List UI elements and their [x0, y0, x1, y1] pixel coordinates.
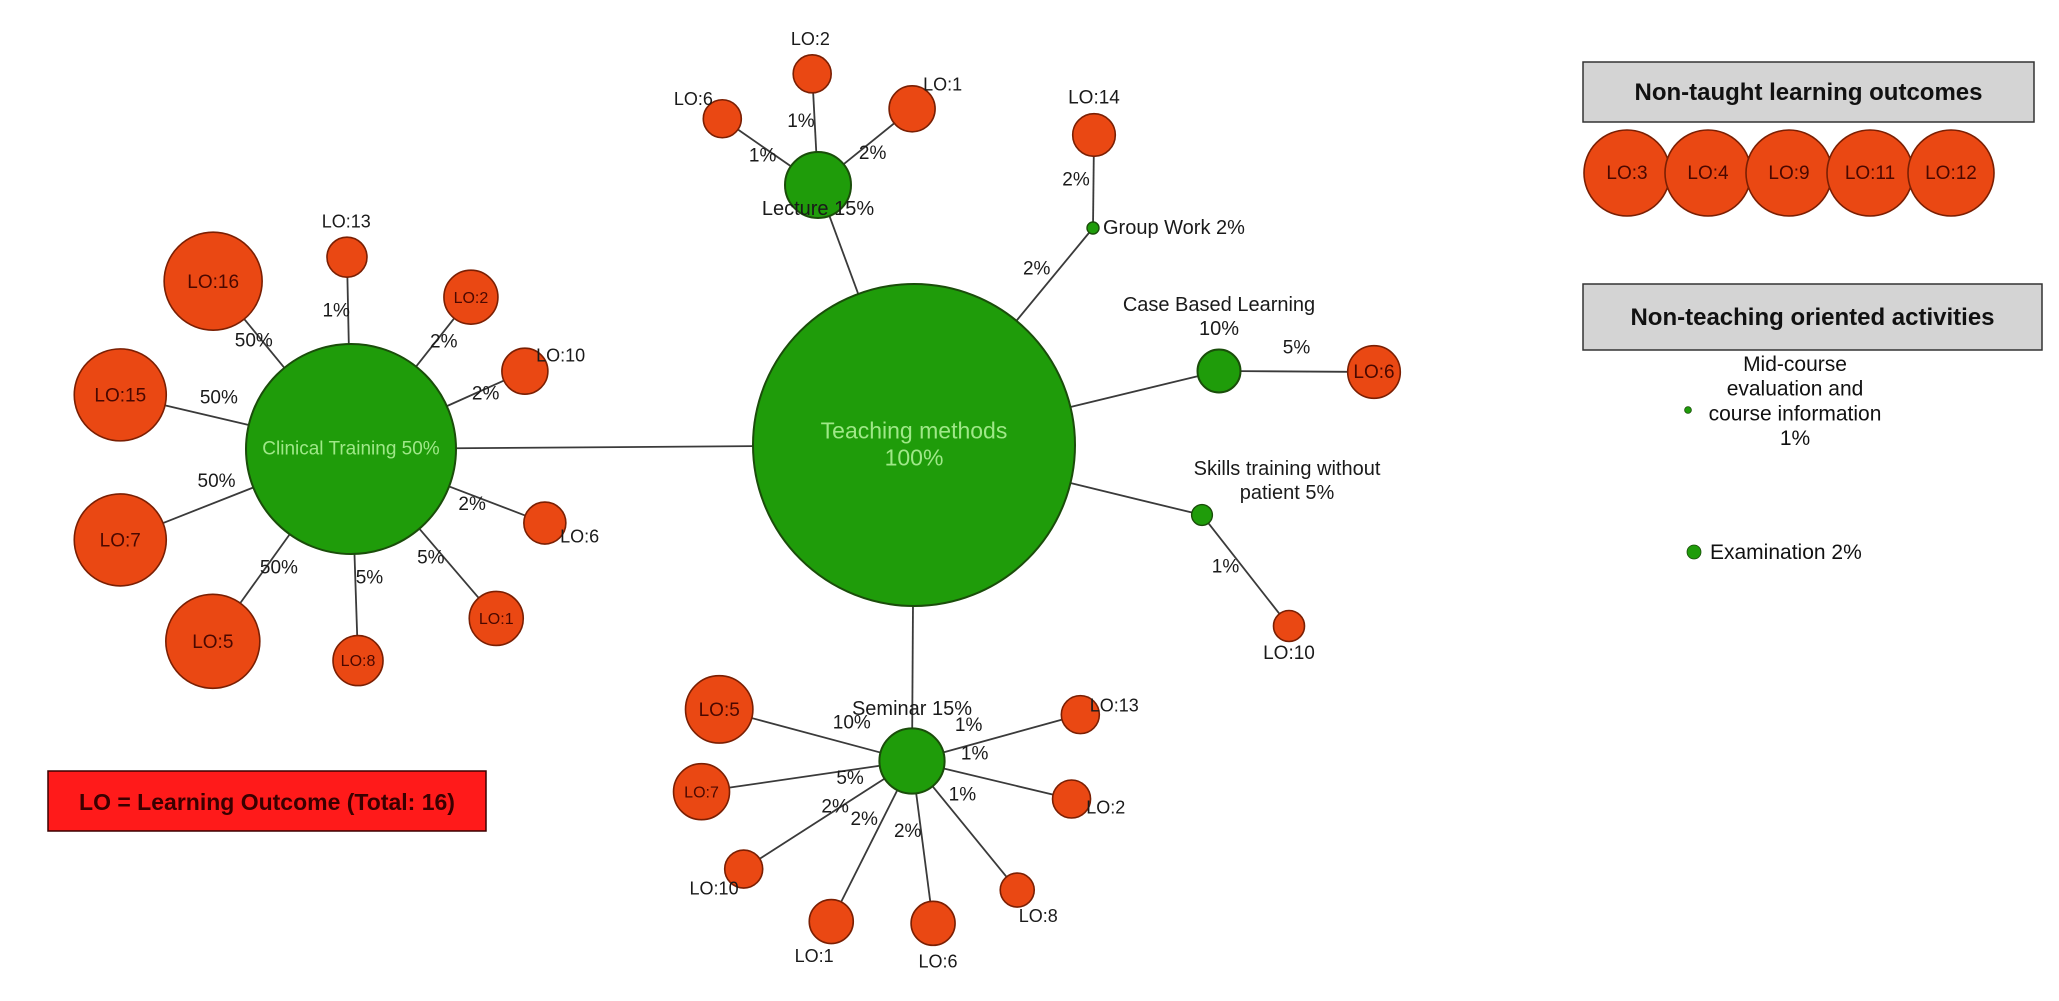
svg-text:1%: 1%	[949, 785, 977, 806]
svg-text:Non-taught learning outcomes: Non-taught learning outcomes	[1635, 79, 1983, 106]
svg-text:LO:7: LO:7	[100, 531, 141, 552]
svg-text:LO:6: LO:6	[1353, 362, 1394, 383]
svg-text:2%: 2%	[458, 494, 486, 515]
svg-text:LO:10: LO:10	[690, 878, 739, 898]
svg-text:LO:7: LO:7	[684, 784, 719, 801]
svg-text:LO:2: LO:2	[791, 29, 830, 49]
svg-text:LO:1: LO:1	[479, 611, 514, 628]
svg-text:LO:10: LO:10	[536, 346, 585, 366]
svg-text:LO:2: LO:2	[454, 290, 489, 307]
svg-text:2%: 2%	[859, 143, 887, 164]
svg-text:LO:10: LO:10	[1263, 643, 1315, 664]
svg-text:2%: 2%	[1062, 170, 1090, 191]
svg-text:LO:14: LO:14	[1068, 88, 1120, 109]
svg-text:50%: 50%	[260, 557, 298, 578]
svg-text:LO:5: LO:5	[699, 700, 740, 721]
svg-text:1%: 1%	[322, 300, 350, 321]
svg-text:LO:13: LO:13	[1090, 696, 1139, 716]
svg-text:LO:12: LO:12	[1925, 163, 1977, 184]
svg-text:5%: 5%	[417, 548, 445, 569]
svg-text:LO:1: LO:1	[923, 74, 962, 94]
svg-text:LO:5: LO:5	[192, 632, 233, 653]
svg-text:Group Work 2%: Group Work 2%	[1103, 217, 1245, 239]
svg-text:2%: 2%	[472, 384, 500, 405]
svg-text:50%: 50%	[200, 388, 238, 409]
svg-text:LO = Learning Outcome (Total:: LO = Learning Outcome (Total: 16)	[79, 789, 455, 815]
svg-text:LO:15: LO:15	[94, 386, 146, 407]
svg-text:1%: 1%	[749, 145, 777, 166]
svg-text:1%: 1%	[787, 111, 815, 132]
svg-text:Examination 2%: Examination 2%	[1710, 541, 1862, 564]
svg-text:Seminar 15%: Seminar 15%	[852, 698, 972, 720]
svg-text:LO:4: LO:4	[1687, 163, 1729, 184]
svg-text:1%: 1%	[961, 743, 989, 764]
svg-text:LO:2: LO:2	[1086, 797, 1125, 817]
svg-text:Lecture 15%: Lecture 15%	[762, 198, 875, 220]
svg-text:LO:6: LO:6	[674, 89, 713, 109]
svg-text:5%: 5%	[1283, 338, 1311, 359]
svg-text:2%: 2%	[894, 821, 922, 842]
svg-text:LO:13: LO:13	[322, 211, 371, 231]
svg-text:2%: 2%	[1023, 258, 1051, 279]
svg-text:2%: 2%	[821, 797, 849, 818]
svg-text:LO:9: LO:9	[1768, 163, 1809, 184]
svg-text:5%: 5%	[356, 567, 384, 588]
svg-text:LO:8: LO:8	[341, 653, 376, 670]
svg-text:1%: 1%	[1212, 557, 1240, 578]
svg-text:LO:16: LO:16	[187, 272, 239, 293]
svg-text:50%: 50%	[198, 471, 236, 492]
svg-text:LO:6: LO:6	[918, 952, 957, 972]
svg-text:Clinical Training 50%: Clinical Training 50%	[262, 439, 440, 460]
svg-text:5%: 5%	[836, 768, 864, 789]
svg-text:LO:3: LO:3	[1606, 163, 1647, 184]
svg-text:LO:6: LO:6	[560, 527, 599, 547]
svg-text:50%: 50%	[235, 330, 273, 351]
svg-text:LO:1: LO:1	[795, 946, 834, 966]
svg-text:LO:8: LO:8	[1019, 906, 1058, 926]
svg-text:Non-teaching oriented activiti: Non-teaching oriented activities	[1630, 304, 1994, 331]
svg-text:LO:11: LO:11	[1845, 163, 1895, 184]
svg-text:2%: 2%	[430, 332, 458, 353]
svg-text:2%: 2%	[850, 809, 878, 830]
